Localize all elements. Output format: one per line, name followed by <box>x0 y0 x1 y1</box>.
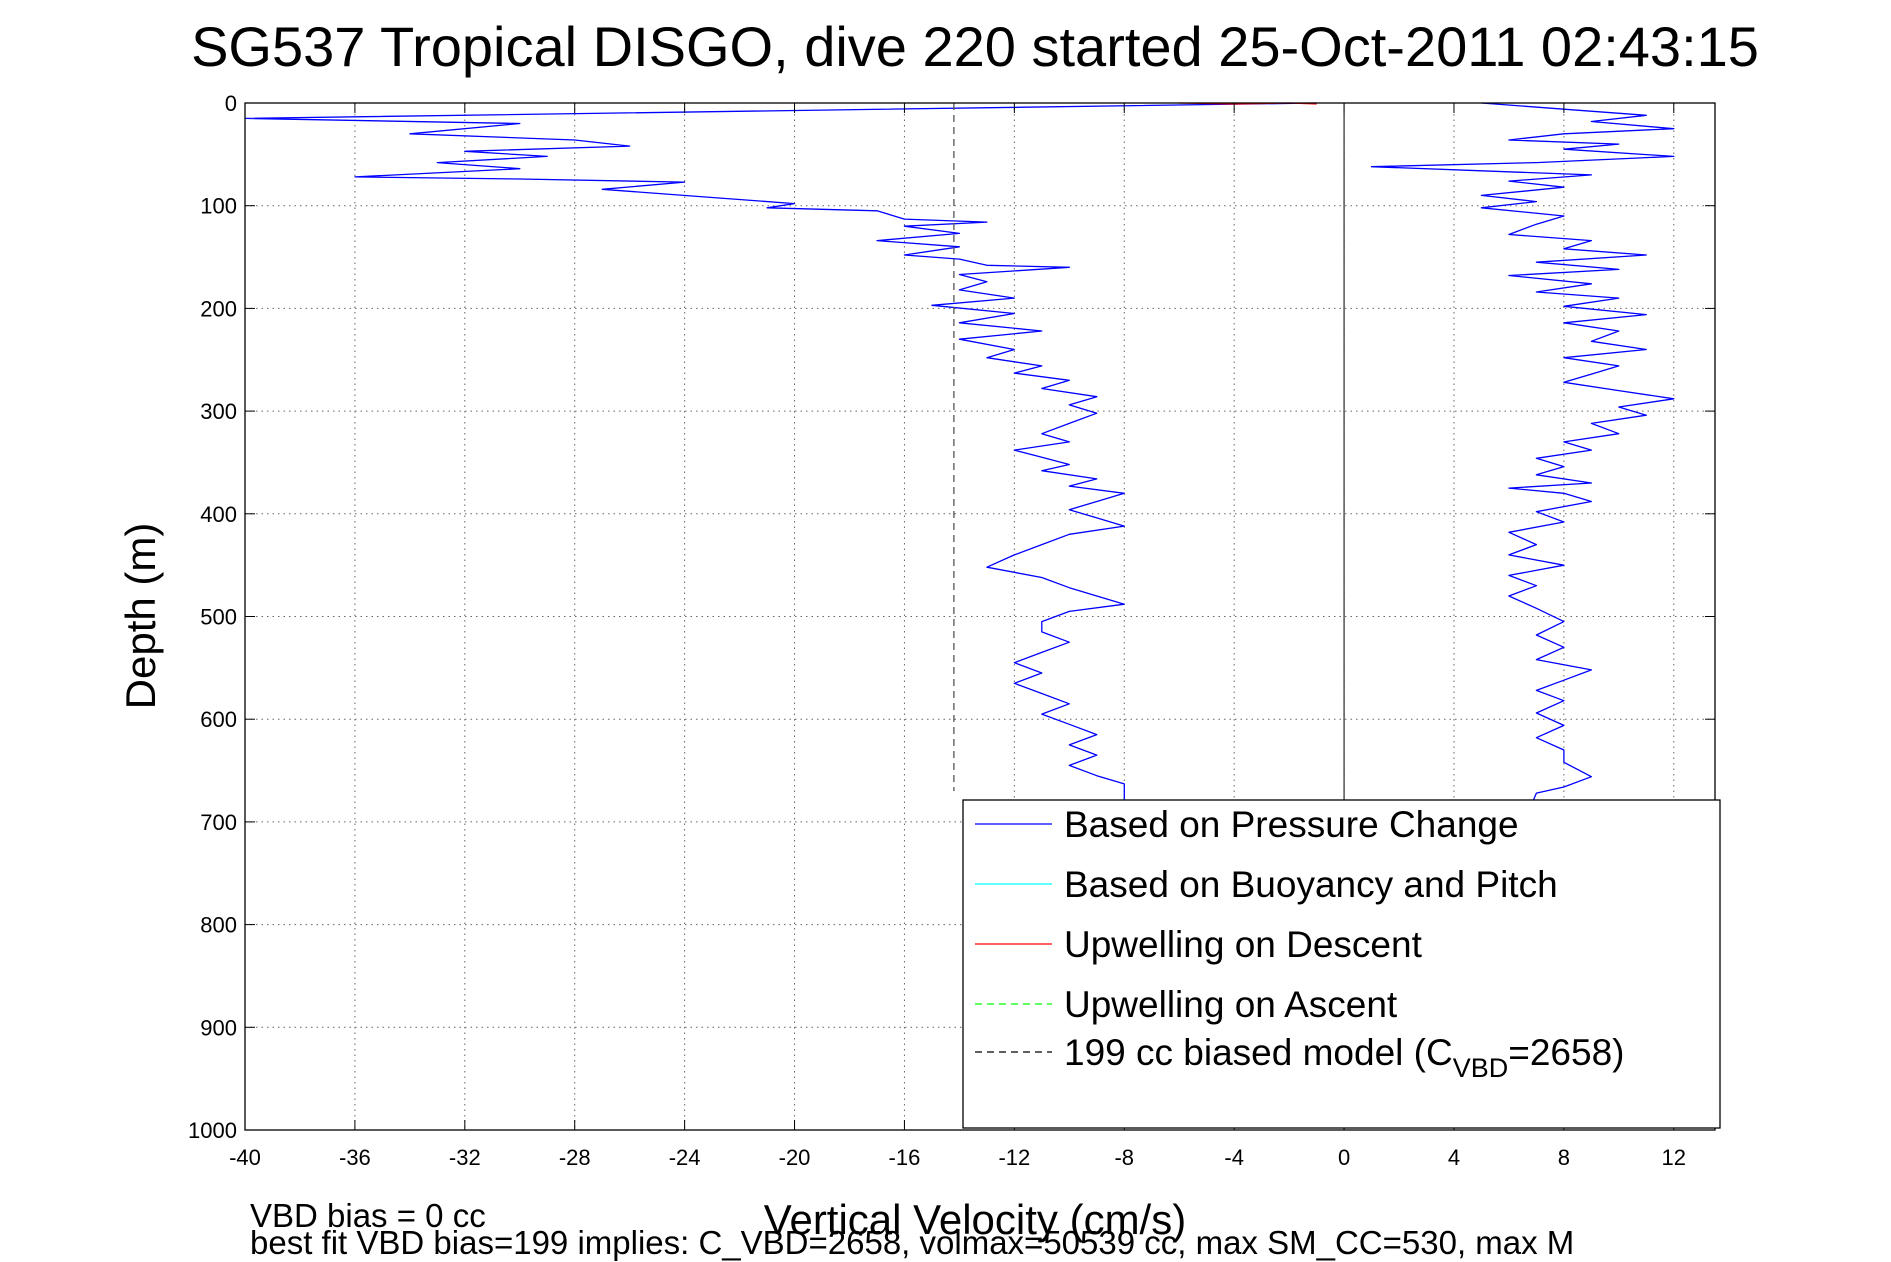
y-tick-label: 800 <box>200 913 237 938</box>
legend-label-2: Upwelling on Descent <box>1064 924 1423 965</box>
gridlines <box>244 102 1715 1131</box>
y-tick-label: 700 <box>200 810 237 835</box>
x-tick-label: -12 <box>998 1145 1030 1170</box>
legend-box <box>962 799 1721 1129</box>
x-tick-label: 8 <box>1558 1145 1570 1170</box>
y-tick-label: 200 <box>200 296 237 321</box>
legend-label-1: Based on Buoyancy and Pitch <box>1064 864 1558 905</box>
y-axis-label: Depth (m) <box>117 523 164 710</box>
x-tick-label: -8 <box>1114 1145 1134 1170</box>
best-fit-note: best fit VBD bias=199 implies: C_VBD=265… <box>250 1224 1574 1261</box>
legend: Based on Pressure Change Based on Buoyanc… <box>962 799 1721 1129</box>
y-tick-label: 100 <box>200 194 237 219</box>
y-tick-label: 400 <box>200 502 237 527</box>
x-tick-label: -40 <box>229 1145 261 1170</box>
legend-label-suffix: =2658) <box>1508 1032 1624 1073</box>
x-tick-label: 12 <box>1662 1145 1686 1170</box>
y-tick-label: 300 <box>200 399 237 424</box>
legend-label-4: 199 cc biased model (CVBD=2658) <box>1064 1032 1624 1083</box>
y-tick-label: 0 <box>225 91 237 116</box>
x-tick-label: -20 <box>779 1145 811 1170</box>
series-line-1 <box>1370 102 1675 1118</box>
legend-label-0: Based on Pressure Change <box>1064 804 1519 845</box>
x-tick-label: -28 <box>559 1145 591 1170</box>
y-tick-label: 500 <box>200 605 237 630</box>
x-axis-ticks: -40 -36 -32 -28 -24 -20 -16 -12 -8 -4 0 4 8 12 <box>229 103 1686 1170</box>
chart-title: SG537 Tropical DISGO, dive 220 started 2… <box>191 15 1759 78</box>
x-tick-label: -36 <box>339 1145 371 1170</box>
bias-note: VBD bias = 0 cc <box>250 1197 486 1234</box>
x-axis-label: Vertical Velocity (cm/s) <box>764 1196 1186 1243</box>
x-tick-label: -16 <box>889 1145 921 1170</box>
series-line-0 <box>244 102 1345 1119</box>
x-tick-label: -24 <box>669 1145 701 1170</box>
legend-label-3: Upwelling on Ascent <box>1064 984 1398 1025</box>
legend-label-subscript: VBD <box>1453 1053 1509 1083</box>
x-tick-label: -4 <box>1224 1145 1244 1170</box>
y-tick-label: 600 <box>200 707 237 732</box>
x-tick-label: 4 <box>1448 1145 1460 1170</box>
y-tick-label: 900 <box>200 1015 237 1040</box>
y-tick-label: 1000 <box>188 1118 237 1143</box>
legend-label-prefix: 199 cc biased model (C <box>1064 1032 1453 1073</box>
x-tick-label: -32 <box>449 1145 481 1170</box>
x-tick-label: 0 <box>1338 1145 1350 1170</box>
